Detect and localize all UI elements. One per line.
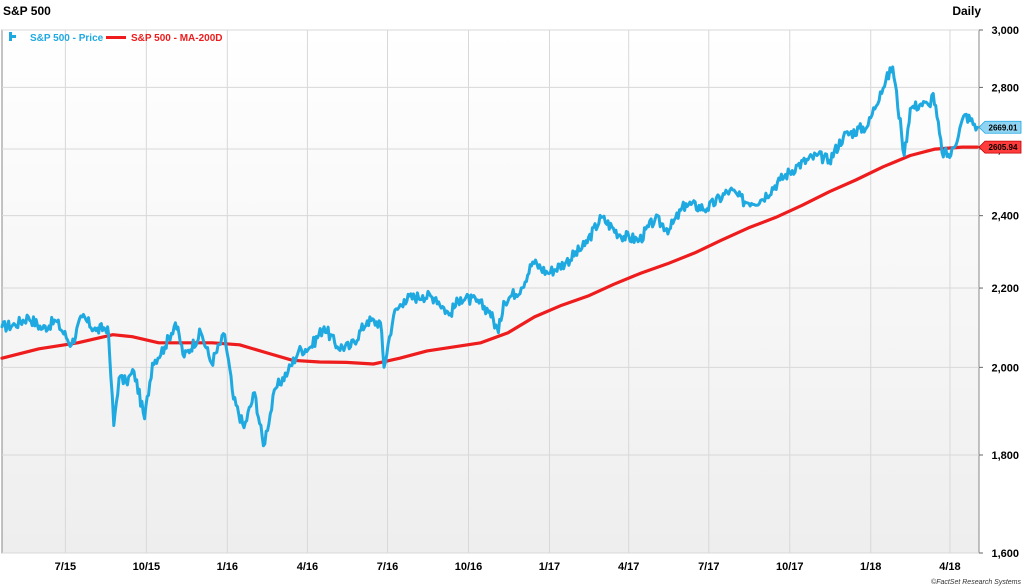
y-tick-label: 3,000 <box>991 25 1019 37</box>
series-layer <box>0 65 979 448</box>
x-tick-label: 7/16 <box>377 561 398 573</box>
x-tick-label: 7/15 <box>55 561 76 573</box>
price-series-line <box>0 65 979 448</box>
credit-text: ©FactSet Research Systems <box>931 578 1021 586</box>
legend-price-label: S&P 500 - Price <box>30 33 104 44</box>
price-last-value-flag: 2669.01 <box>978 120 1022 134</box>
legend-ma-swatch <box>106 36 126 39</box>
x-tick-label: 7/17 <box>698 561 719 573</box>
chart-frequency: Daily <box>952 4 981 18</box>
x-tick-label: 1/18 <box>860 561 881 573</box>
legend-ma-label: S&P 500 - MA-200D <box>131 33 223 44</box>
y-tick-label: 1,800 <box>991 450 1019 462</box>
y-tick-label: 1,600 <box>991 548 1019 560</box>
ma-last-value-flag: 2605.94 <box>978 140 1022 154</box>
last-value-text: 2605.94 <box>989 143 1018 152</box>
chart-title: S&P 500 <box>3 4 51 18</box>
y-tick-label: 2,400 <box>991 211 1019 223</box>
last-value-text: 2669.01 <box>989 123 1018 132</box>
y-tick-label: 2,000 <box>991 362 1019 374</box>
x-tick-label: 4/17 <box>618 561 639 573</box>
chart-legend: S&P 500 - Price S&P 500 - MA-200D <box>9 32 223 44</box>
x-tick-label: 4/18 <box>939 561 960 573</box>
x-tick-label: 10/16 <box>455 561 483 573</box>
legend-price-swatch-tick <box>12 35 16 38</box>
last-value-flag-shape <box>978 140 1022 154</box>
plot-area <box>1 29 980 554</box>
last-value-flag-shape <box>978 120 1022 134</box>
x-tick-label: 1/16 <box>217 561 238 573</box>
y-tick-label: 2,800 <box>991 82 1019 94</box>
x-tick-label: 1/17 <box>539 561 560 573</box>
x-tick-label: 10/15 <box>133 561 161 573</box>
x-tick-label: 4/16 <box>297 561 318 573</box>
x-axis: 7/15 10/15 1/16 4/16 7/16 10/16 1/17 4/17 7/17 10… <box>55 561 961 573</box>
grid-lines <box>2 29 979 554</box>
ma-200d-series-line <box>0 145 979 366</box>
last-value-labels: 2669.01 2605.94 <box>978 120 1022 154</box>
x-tick-label: 10/17 <box>776 561 804 573</box>
legend-price-swatch <box>9 32 12 41</box>
y-tick-label: 2,200 <box>991 283 1019 295</box>
